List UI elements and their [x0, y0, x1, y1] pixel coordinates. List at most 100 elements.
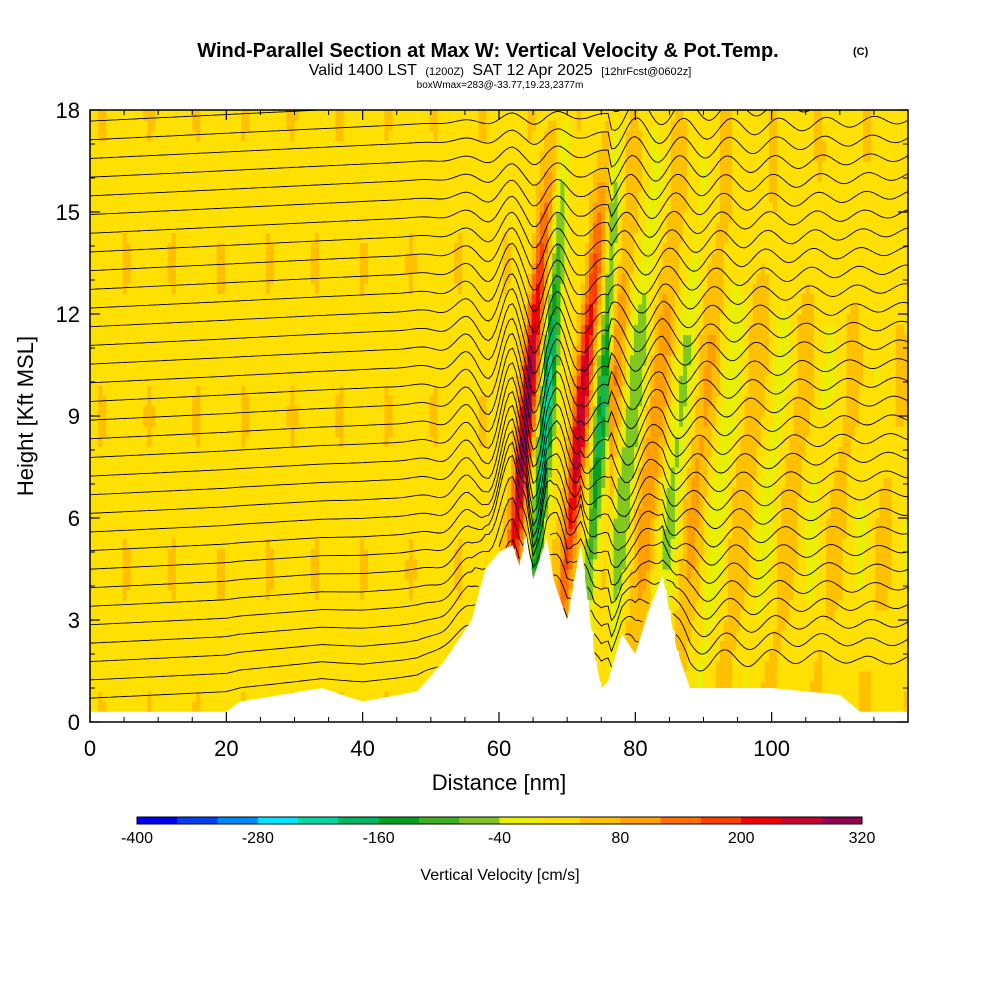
- field-cell: [175, 273, 181, 284]
- field-cell: [278, 671, 283, 682]
- field-cell: [290, 150, 296, 162]
- field-cell: [139, 456, 144, 468]
- field-cell: [294, 579, 300, 590]
- field-cell: [372, 507, 377, 519]
- field-cell: [253, 681, 259, 692]
- field-cell: [114, 140, 120, 152]
- field-cell: [400, 569, 406, 580]
- field-cell: [171, 416, 177, 427]
- field-cell: [159, 487, 165, 499]
- field-cell: [392, 344, 398, 356]
- field-cell: [126, 222, 132, 233]
- field-cell: [327, 405, 332, 417]
- field-cell: [106, 507, 112, 519]
- field-cell: [253, 303, 259, 315]
- field-cell: [290, 681, 296, 692]
- field-cell: [343, 314, 349, 325]
- field-cell: [163, 110, 169, 121]
- field-cell: [380, 385, 386, 397]
- field-cell: [339, 385, 345, 397]
- field-cell: [98, 222, 103, 233]
- field-cell: [98, 385, 103, 397]
- field-cell: [347, 487, 353, 499]
- field-cell: [106, 436, 112, 448]
- field-cell: [253, 181, 259, 193]
- field-cell: [151, 110, 156, 121]
- field-cell: [147, 609, 152, 621]
- field-cell: [347, 171, 353, 182]
- field-cell: [130, 671, 136, 682]
- field-cell: [196, 232, 201, 244]
- field-cell: [200, 548, 206, 560]
- field-cell: [298, 558, 304, 570]
- field-cell: [167, 640, 173, 652]
- field-cell: [437, 487, 443, 499]
- field-cell: [421, 252, 426, 264]
- field-cell: [278, 467, 283, 478]
- field-cell: [327, 385, 332, 397]
- field-cell: [339, 446, 345, 458]
- field-cell: [98, 120, 103, 131]
- field-cell: [270, 487, 275, 499]
- field-cell: [343, 497, 349, 509]
- field-cell: [90, 314, 95, 325]
- field-cell: [351, 426, 357, 437]
- field-cell: [315, 446, 320, 458]
- field-cell: [274, 161, 279, 172]
- field-cell: [192, 477, 197, 488]
- field-cell: [282, 630, 287, 641]
- field-cell: [245, 558, 251, 570]
- field-cell: [421, 314, 426, 325]
- field-cell: [315, 375, 320, 386]
- field-cell: [257, 283, 263, 295]
- field-cell: [409, 487, 414, 499]
- field-cell: [310, 212, 316, 223]
- field-cell: [237, 273, 242, 284]
- field-cell: [265, 589, 271, 601]
- field-cell: [180, 671, 185, 682]
- field-cell: [278, 395, 283, 407]
- field-cell: [208, 161, 214, 172]
- field-cell: [241, 395, 246, 407]
- field-cell: [331, 630, 336, 641]
- field-cell: [102, 691, 107, 703]
- field-cell: [323, 293, 328, 305]
- field-cell: [188, 212, 193, 223]
- field-cell: [380, 293, 386, 305]
- field-cell: [212, 446, 218, 458]
- field-cell: [175, 426, 181, 437]
- field-cell: [409, 426, 414, 437]
- field-cell: [298, 436, 304, 448]
- field-cell: [225, 110, 230, 121]
- field-cell: [396, 579, 402, 590]
- field-cell: [241, 446, 246, 458]
- field-cell: [151, 416, 156, 427]
- field-cell: [151, 426, 156, 437]
- field-cell: [180, 579, 185, 590]
- field-cell: [200, 181, 206, 193]
- field-cell: [270, 650, 275, 662]
- field-cell: [355, 497, 361, 509]
- field-cell: [347, 477, 353, 488]
- field-cell: [306, 446, 312, 458]
- field-cell: [335, 671, 341, 682]
- field-cell: [404, 609, 410, 621]
- field-cell: [225, 273, 230, 284]
- field-cell: [167, 436, 173, 448]
- field-cell: [237, 405, 242, 417]
- field-cell: [106, 110, 112, 121]
- field-cell: [184, 507, 189, 519]
- field-cell: [364, 324, 369, 335]
- field-cell: [175, 385, 181, 397]
- field-cell: [392, 671, 398, 682]
- field-cell: [257, 252, 263, 264]
- field-cell: [306, 558, 312, 570]
- field-cell: [245, 303, 251, 315]
- field-cell: [102, 681, 107, 692]
- field-cell: [147, 365, 152, 376]
- field-cell: [114, 201, 120, 213]
- field-cell: [265, 446, 271, 458]
- field-cell: [229, 120, 234, 131]
- field-cell: [347, 334, 353, 346]
- field-cell: [323, 405, 328, 417]
